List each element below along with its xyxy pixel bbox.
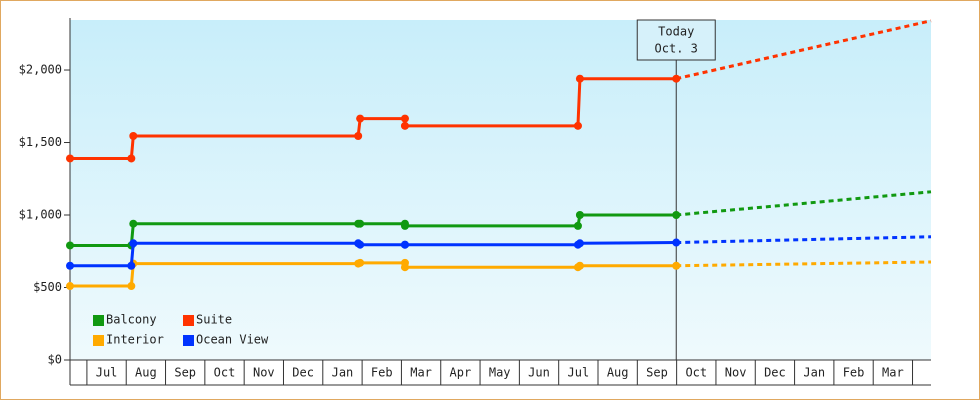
x-tick-label: Sep bbox=[646, 366, 668, 380]
x-tick-label: Oct bbox=[685, 366, 707, 380]
point bbox=[66, 282, 74, 291]
point bbox=[356, 240, 365, 249]
forecast-line bbox=[676, 235, 932, 245]
point bbox=[66, 241, 74, 250]
point bbox=[66, 154, 74, 163]
x-tick-label: Aug bbox=[135, 366, 157, 380]
legend-swatch bbox=[183, 335, 194, 346]
point bbox=[400, 121, 409, 130]
point bbox=[129, 131, 138, 140]
forecast-line bbox=[675, 19, 932, 81]
x-tick-label: Dec bbox=[292, 366, 314, 380]
point bbox=[672, 238, 681, 247]
x-tick-label: Jul bbox=[568, 366, 590, 380]
today-label: Today bbox=[658, 25, 694, 39]
x-tick-label: Feb bbox=[843, 366, 865, 380]
x-tick-label: Jan bbox=[332, 366, 354, 380]
point bbox=[127, 282, 136, 291]
point bbox=[127, 154, 136, 163]
y-tick-label: $2,000 bbox=[19, 63, 62, 77]
x-tick-label: Feb bbox=[371, 366, 393, 380]
series-line bbox=[70, 213, 677, 247]
y-tick-label: $500 bbox=[33, 280, 62, 294]
point bbox=[672, 74, 681, 83]
point bbox=[672, 211, 681, 220]
point bbox=[127, 261, 136, 270]
point bbox=[354, 131, 363, 140]
x-tick-label: Nov bbox=[725, 366, 747, 380]
point bbox=[672, 261, 681, 270]
point bbox=[356, 258, 365, 267]
point bbox=[129, 239, 138, 248]
x-tick-label: Sep bbox=[174, 366, 196, 380]
point bbox=[400, 221, 409, 230]
series-line bbox=[70, 77, 677, 160]
x-tick-label: Dec bbox=[764, 366, 786, 380]
forecast-line bbox=[676, 190, 932, 217]
point bbox=[575, 74, 584, 83]
point bbox=[575, 211, 584, 220]
point bbox=[400, 263, 409, 272]
plot-area bbox=[70, 20, 931, 360]
point bbox=[66, 261, 74, 270]
today-label: Oct. 3 bbox=[655, 42, 698, 56]
legend-label: Suite bbox=[196, 313, 232, 327]
forecast-line bbox=[676, 260, 932, 268]
x-tick-label: Apr bbox=[450, 366, 472, 380]
point bbox=[400, 240, 409, 249]
legend-label: Interior bbox=[106, 333, 164, 347]
point bbox=[575, 239, 584, 248]
x-tick-label: Mar bbox=[882, 366, 904, 380]
legend-swatch bbox=[93, 335, 104, 346]
x-tick-label: May bbox=[489, 366, 511, 380]
point bbox=[573, 121, 582, 130]
point bbox=[356, 114, 365, 123]
x-tick-label: Oct bbox=[214, 366, 236, 380]
legend-swatch bbox=[183, 315, 194, 326]
x-tick-label: Aug bbox=[607, 366, 629, 380]
legend-swatch bbox=[93, 315, 104, 326]
x-tick-label: Jan bbox=[803, 366, 825, 380]
point bbox=[129, 219, 138, 228]
point bbox=[356, 219, 365, 228]
point bbox=[573, 221, 582, 230]
y-tick-label: $1,500 bbox=[19, 135, 62, 149]
legend-label: Ocean View bbox=[196, 333, 269, 347]
x-tick-label: Jul bbox=[96, 366, 118, 380]
today-box bbox=[636, 19, 716, 61]
x-tick-label: Nov bbox=[253, 366, 275, 380]
y-tick-label: $0 bbox=[48, 353, 62, 367]
x-tick-label: Jun bbox=[528, 366, 550, 380]
point bbox=[400, 114, 409, 123]
y-tick-label: $1,000 bbox=[19, 208, 62, 222]
point bbox=[575, 261, 584, 270]
legend-label: Balcony bbox=[106, 313, 157, 327]
x-tick-label: Mar bbox=[410, 366, 432, 380]
